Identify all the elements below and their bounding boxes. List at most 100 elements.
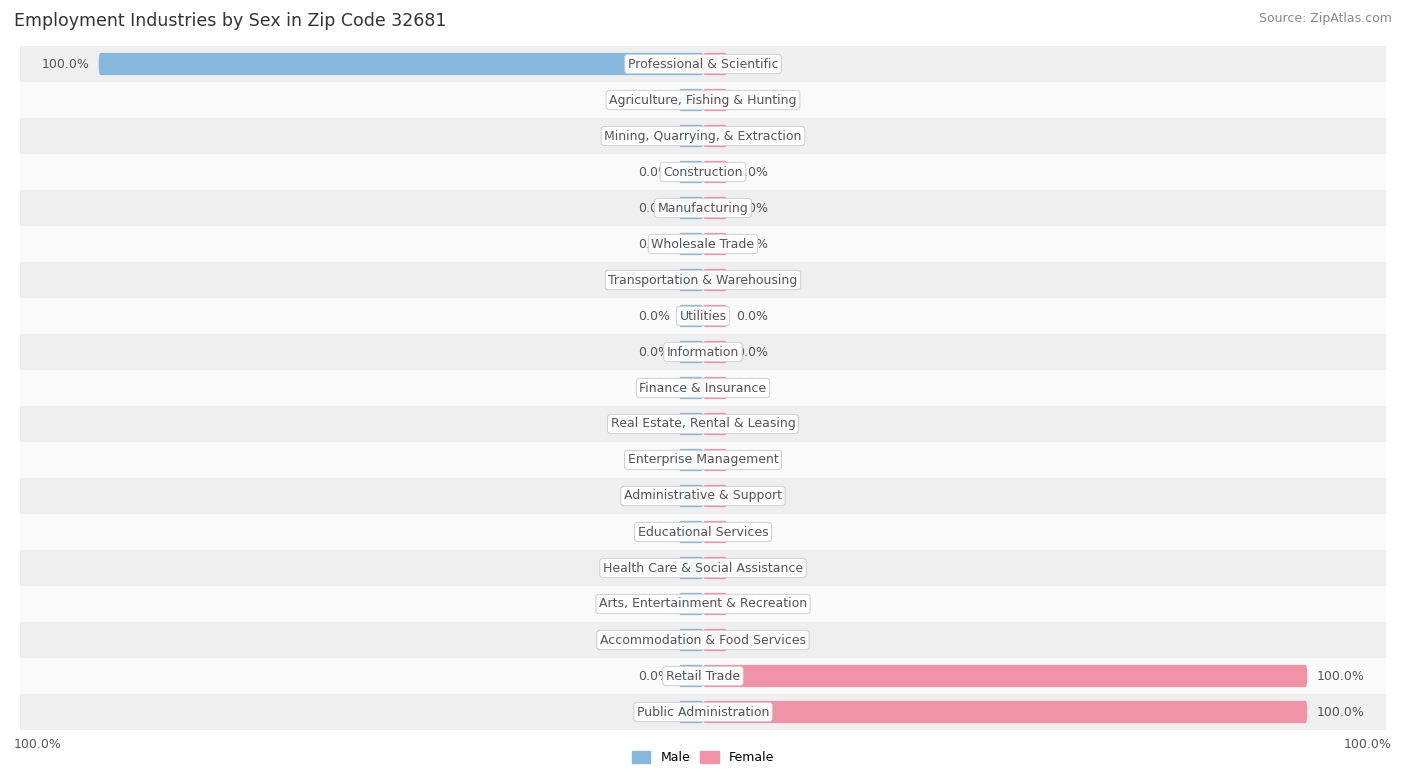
FancyBboxPatch shape <box>679 629 703 651</box>
Text: 0.0%: 0.0% <box>638 670 669 683</box>
FancyBboxPatch shape <box>20 658 1386 694</box>
Text: 0.0%: 0.0% <box>737 490 768 503</box>
FancyBboxPatch shape <box>679 268 703 291</box>
FancyBboxPatch shape <box>20 370 1386 406</box>
Text: Educational Services: Educational Services <box>638 525 768 539</box>
FancyBboxPatch shape <box>20 82 1386 118</box>
FancyBboxPatch shape <box>703 197 727 219</box>
FancyBboxPatch shape <box>679 413 703 435</box>
FancyBboxPatch shape <box>679 305 703 327</box>
Text: 0.0%: 0.0% <box>638 202 669 214</box>
FancyBboxPatch shape <box>703 593 727 615</box>
FancyBboxPatch shape <box>703 377 727 399</box>
FancyBboxPatch shape <box>703 161 727 183</box>
Text: 0.0%: 0.0% <box>737 130 768 143</box>
Text: 0.0%: 0.0% <box>737 453 768 466</box>
FancyBboxPatch shape <box>679 197 703 219</box>
FancyBboxPatch shape <box>703 305 727 327</box>
FancyBboxPatch shape <box>20 406 1386 442</box>
Text: Wholesale Trade: Wholesale Trade <box>651 237 755 251</box>
Text: 0.0%: 0.0% <box>737 93 768 106</box>
Text: Construction: Construction <box>664 165 742 178</box>
FancyBboxPatch shape <box>679 557 703 579</box>
FancyBboxPatch shape <box>703 88 727 111</box>
FancyBboxPatch shape <box>679 485 703 508</box>
Text: 100.0%: 100.0% <box>1344 738 1392 751</box>
Text: 0.0%: 0.0% <box>638 598 669 611</box>
Text: 0.0%: 0.0% <box>638 130 669 143</box>
FancyBboxPatch shape <box>20 46 1386 82</box>
Legend: Male, Female: Male, Female <box>627 747 779 769</box>
Text: Public Administration: Public Administration <box>637 705 769 719</box>
Text: 0.0%: 0.0% <box>638 345 669 359</box>
Text: 0.0%: 0.0% <box>638 633 669 646</box>
Text: 0.0%: 0.0% <box>638 382 669 394</box>
FancyBboxPatch shape <box>679 665 703 688</box>
FancyBboxPatch shape <box>20 478 1386 514</box>
FancyBboxPatch shape <box>703 629 727 651</box>
FancyBboxPatch shape <box>20 190 1386 226</box>
FancyBboxPatch shape <box>703 701 1308 723</box>
FancyBboxPatch shape <box>703 125 727 147</box>
FancyBboxPatch shape <box>703 341 727 363</box>
Text: Accommodation & Food Services: Accommodation & Food Services <box>600 633 806 646</box>
Text: 0.0%: 0.0% <box>737 57 768 71</box>
FancyBboxPatch shape <box>679 521 703 543</box>
Text: 0.0%: 0.0% <box>737 598 768 611</box>
FancyBboxPatch shape <box>98 53 703 75</box>
Text: 100.0%: 100.0% <box>1316 705 1364 719</box>
Text: Manufacturing: Manufacturing <box>658 202 748 214</box>
Text: 0.0%: 0.0% <box>638 237 669 251</box>
Text: 0.0%: 0.0% <box>638 165 669 178</box>
FancyBboxPatch shape <box>703 53 727 75</box>
FancyBboxPatch shape <box>679 701 703 723</box>
FancyBboxPatch shape <box>679 233 703 255</box>
FancyBboxPatch shape <box>679 341 703 363</box>
Text: Enterprise Management: Enterprise Management <box>627 453 779 466</box>
Text: 0.0%: 0.0% <box>638 562 669 574</box>
FancyBboxPatch shape <box>703 557 727 579</box>
FancyBboxPatch shape <box>703 268 727 291</box>
Text: 0.0%: 0.0% <box>638 417 669 431</box>
FancyBboxPatch shape <box>20 154 1386 190</box>
FancyBboxPatch shape <box>703 665 1308 688</box>
Text: 0.0%: 0.0% <box>737 165 768 178</box>
Text: 0.0%: 0.0% <box>638 453 669 466</box>
Text: 0.0%: 0.0% <box>638 490 669 503</box>
FancyBboxPatch shape <box>679 88 703 111</box>
Text: 0.0%: 0.0% <box>638 525 669 539</box>
FancyBboxPatch shape <box>703 233 727 255</box>
FancyBboxPatch shape <box>20 334 1386 370</box>
FancyBboxPatch shape <box>20 442 1386 478</box>
Text: Retail Trade: Retail Trade <box>666 670 740 683</box>
Text: 0.0%: 0.0% <box>737 633 768 646</box>
Text: 0.0%: 0.0% <box>737 382 768 394</box>
Text: 0.0%: 0.0% <box>638 273 669 286</box>
FancyBboxPatch shape <box>20 514 1386 550</box>
Text: Source: ZipAtlas.com: Source: ZipAtlas.com <box>1258 12 1392 25</box>
FancyBboxPatch shape <box>703 521 727 543</box>
Text: Employment Industries by Sex in Zip Code 32681: Employment Industries by Sex in Zip Code… <box>14 12 447 29</box>
FancyBboxPatch shape <box>20 298 1386 334</box>
FancyBboxPatch shape <box>20 118 1386 154</box>
Text: 0.0%: 0.0% <box>737 562 768 574</box>
Text: Information: Information <box>666 345 740 359</box>
Text: Utilities: Utilities <box>679 310 727 323</box>
FancyBboxPatch shape <box>20 622 1386 658</box>
Text: 0.0%: 0.0% <box>737 310 768 323</box>
FancyBboxPatch shape <box>20 550 1386 586</box>
FancyBboxPatch shape <box>20 694 1386 730</box>
Text: Finance & Insurance: Finance & Insurance <box>640 382 766 394</box>
Text: 100.0%: 100.0% <box>1316 670 1364 683</box>
Text: Professional & Scientific: Professional & Scientific <box>627 57 779 71</box>
FancyBboxPatch shape <box>679 125 703 147</box>
Text: Agriculture, Fishing & Hunting: Agriculture, Fishing & Hunting <box>609 93 797 106</box>
Text: Mining, Quarrying, & Extraction: Mining, Quarrying, & Extraction <box>605 130 801 143</box>
FancyBboxPatch shape <box>679 593 703 615</box>
Text: 0.0%: 0.0% <box>638 93 669 106</box>
Text: 0.0%: 0.0% <box>737 525 768 539</box>
Text: Health Care & Social Assistance: Health Care & Social Assistance <box>603 562 803 574</box>
FancyBboxPatch shape <box>703 449 727 471</box>
FancyBboxPatch shape <box>679 449 703 471</box>
Text: 100.0%: 100.0% <box>14 738 62 751</box>
